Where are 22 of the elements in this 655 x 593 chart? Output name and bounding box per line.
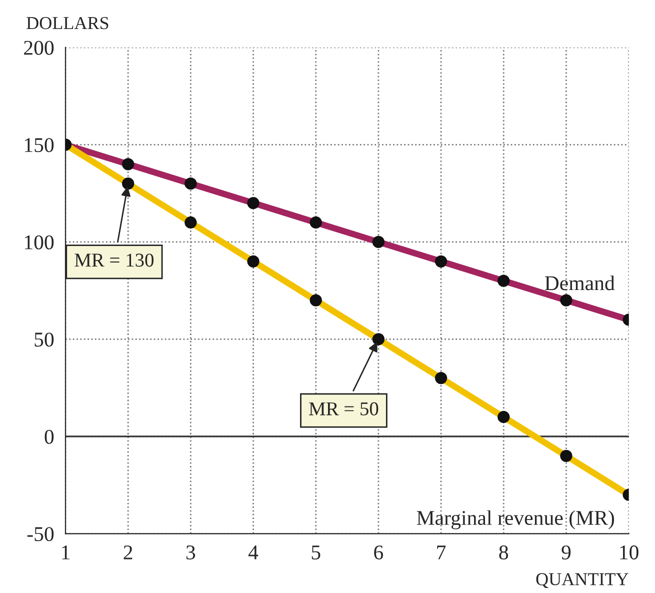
y-tick-label: 200 bbox=[24, 40, 54, 55]
annotation: MR = 130 bbox=[74, 254, 154, 267]
x-tick-label: 1 bbox=[62, 546, 70, 560]
series-label: Marginal revenue (MR) bbox=[416, 510, 614, 530]
y-tick-label: 150 bbox=[24, 138, 54, 152]
x-tick-label: 6 bbox=[374, 545, 384, 560]
x-tick-label: 5 bbox=[312, 546, 320, 560]
annotation: MR = 50 bbox=[309, 402, 378, 416]
x-tick-label: 10 bbox=[620, 545, 638, 560]
x-tick-label: 2 bbox=[124, 545, 132, 560]
y-tick-label: -50 bbox=[27, 527, 54, 542]
x-axis-title: QUANTITY bbox=[536, 573, 628, 588]
y-axis-title: DOLLARS bbox=[26, 17, 108, 30]
x-tick-label: 3 bbox=[186, 545, 196, 560]
y-tick-label: 0 bbox=[44, 430, 54, 444]
y-tick-label: 100 bbox=[24, 235, 54, 250]
x-tick-label: 8 bbox=[499, 545, 508, 560]
x-tick-label: 7 bbox=[437, 546, 446, 560]
y-tick-label: 50 bbox=[34, 332, 54, 347]
x-tick-label: 4 bbox=[248, 546, 258, 560]
series-label: Demand bbox=[544, 276, 615, 290]
x-tick-label: 9 bbox=[562, 545, 571, 560]
